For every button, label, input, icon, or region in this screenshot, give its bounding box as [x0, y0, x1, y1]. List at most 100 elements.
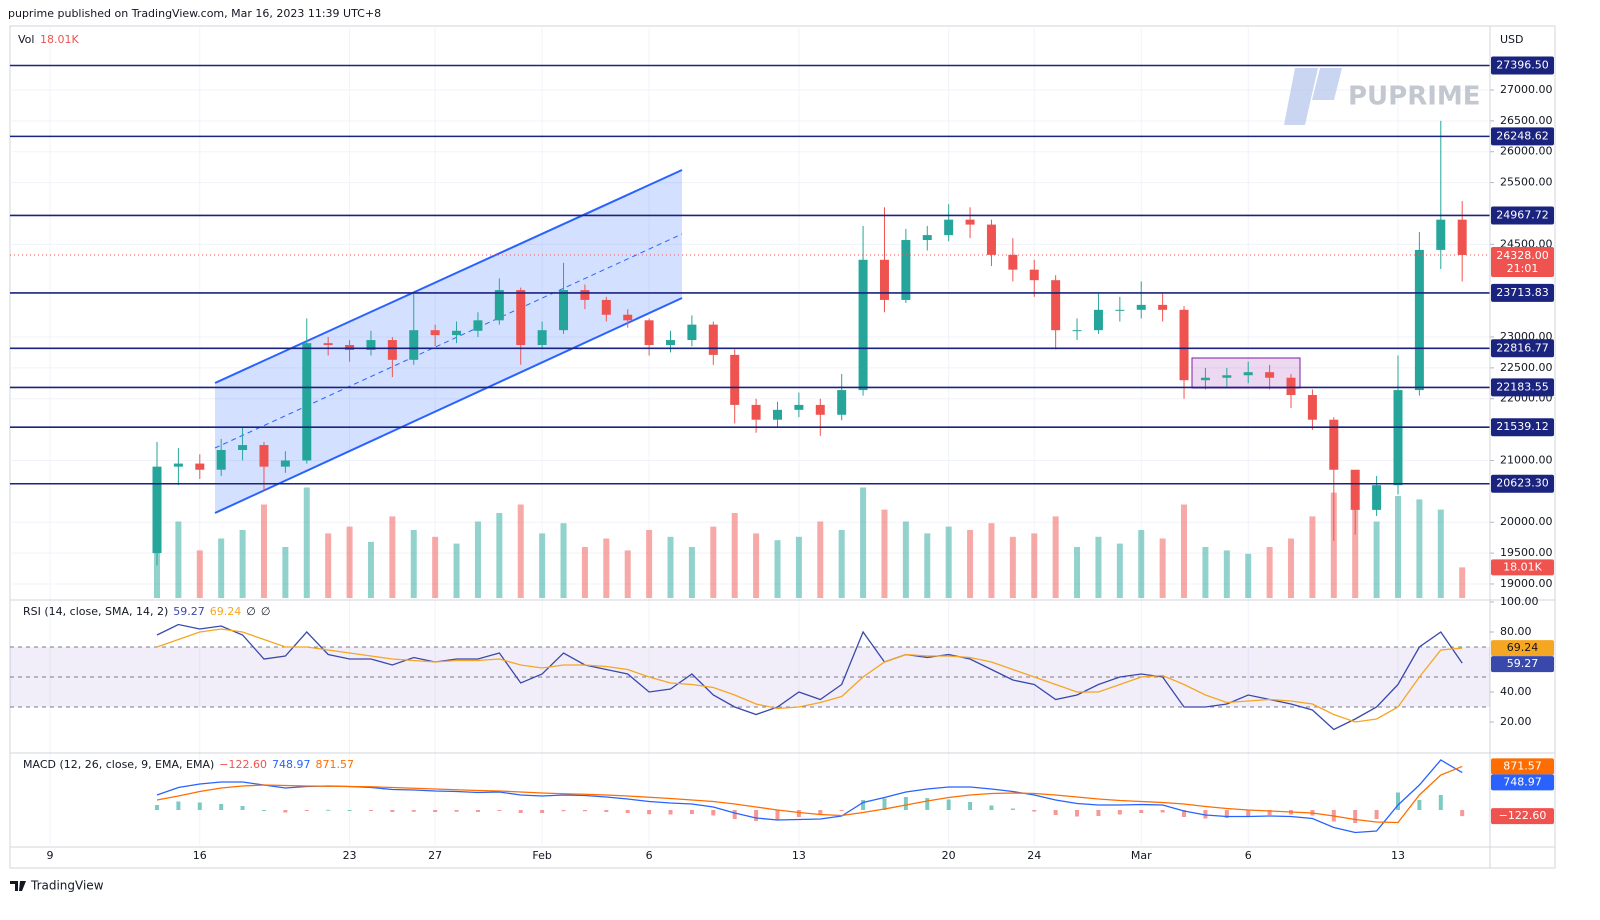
footer-logo: [10, 881, 26, 891]
legend-item: −122.60: [219, 758, 267, 771]
volume-bar: [667, 536, 674, 598]
candle-body: [387, 340, 397, 360]
x-tick-label: 13: [1391, 849, 1405, 862]
candle-body: [815, 404, 825, 415]
rsi-tag: 59.27: [1507, 657, 1539, 670]
histogram-bar: [925, 798, 930, 810]
candle-body: [580, 290, 590, 300]
legend-item: RSI (14, close, SMA, 14, 2): [23, 605, 168, 618]
histogram-bar: [283, 810, 288, 813]
histogram-bar: [1417, 800, 1422, 810]
candle-body: [1265, 372, 1275, 378]
volume-bar: [1437, 509, 1444, 598]
level-label-bg: [1491, 418, 1554, 437]
candle-body: [537, 330, 547, 346]
candle-body: [1179, 309, 1189, 381]
rsi-line: [156, 623, 1463, 731]
candle-body: [772, 409, 782, 420]
volume-bar: [1202, 547, 1209, 598]
volume-bar: [1031, 533, 1038, 598]
y-tick-label: 19500.00: [1500, 546, 1553, 559]
volume-tag: 18.01K: [1503, 560, 1542, 573]
volume-bar: [945, 526, 952, 598]
candle-body: [986, 224, 996, 255]
rsi-tag-bg: [1491, 640, 1554, 657]
candle-body: [1286, 377, 1296, 396]
volume-bar: [1266, 547, 1273, 598]
volume-bar: [517, 504, 524, 598]
candle-body: [1051, 280, 1061, 331]
candle-body: [1414, 249, 1424, 391]
volume-bar: [1459, 567, 1466, 598]
level-label-bg: [1491, 474, 1554, 493]
currency: USD: [1500, 33, 1524, 46]
level-label: 26248.62: [1496, 129, 1549, 142]
candle-body: [1457, 219, 1467, 255]
pane-legend: MACD (12, 26, close, 9, EMA, EMA) −122.60…: [23, 758, 354, 771]
level-label: 21539.12: [1496, 420, 1549, 433]
volume-bar: [688, 547, 695, 598]
histogram-bar: [240, 806, 245, 810]
candle-body: [152, 466, 162, 554]
volume-bar: [496, 513, 503, 598]
histogram-bar: [1053, 810, 1058, 815]
watermark: PUPRIME: [1348, 82, 1481, 112]
candle-body: [494, 290, 504, 321]
volume-bar: [153, 547, 160, 598]
level-label: 20623.30: [1496, 477, 1549, 490]
y-tick-label: 26000.00: [1500, 145, 1553, 158]
volume-bar: [367, 541, 374, 598]
candle-body: [516, 290, 526, 346]
volume-bar: [432, 536, 439, 598]
histogram-bar: [347, 810, 352, 811]
histogram-bar: [582, 810, 587, 812]
volume-bar: [1416, 499, 1423, 598]
histogram-bar: [219, 804, 224, 810]
volume-bar: [260, 504, 267, 598]
histogram-bar: [903, 797, 908, 810]
histogram-bar: [775, 810, 780, 820]
y-tick-label: 25500.00: [1500, 176, 1553, 189]
candle-body: [794, 404, 804, 410]
candle-body: [1093, 309, 1103, 331]
watermark-logo: [1284, 68, 1342, 125]
histogram-bar: [946, 799, 951, 810]
candle-body: [1329, 419, 1339, 470]
candle-body: [452, 330, 462, 336]
volume-bar: [389, 516, 396, 598]
candle-body: [1029, 269, 1039, 281]
candle-body: [623, 314, 633, 321]
volume-bar: [924, 533, 931, 598]
candle-body: [644, 320, 654, 346]
volume-bar: [196, 550, 203, 598]
frame: [9, 25, 1556, 869]
volume-bar: [1309, 516, 1316, 598]
volume-legend-name: Vol: [18, 33, 34, 46]
volume-bar: [731, 513, 738, 598]
volume-tag-bg: [1491, 559, 1554, 576]
volume-bar: [860, 487, 867, 598]
y-tick-label: 20.00: [1500, 715, 1532, 728]
rsi-tag-bg: [1491, 656, 1554, 673]
histogram-bar: [689, 810, 694, 814]
level-label: 22183.55: [1496, 380, 1549, 393]
level-label-bg: [1491, 339, 1554, 358]
volume-bar: [175, 521, 182, 598]
histogram-bar: [304, 810, 309, 811]
candle-body: [345, 345, 355, 350]
histogram-bar: [454, 810, 459, 812]
volume-bar: [838, 530, 845, 598]
last-price-label: 24328.00: [1496, 249, 1549, 262]
volume-bar: [753, 533, 760, 598]
legend-item: 69.24: [210, 605, 242, 618]
candle-body: [687, 324, 697, 341]
legend-item: MACD (12, 26, close, 9, EMA, EMA): [23, 758, 214, 771]
volume-bar: [474, 521, 481, 598]
x-tick-label: 16: [193, 849, 207, 862]
y-tick-label: 19000.00: [1500, 577, 1553, 590]
histogram-bar: [1032, 810, 1037, 812]
x-tick-label: 6: [1245, 849, 1252, 862]
volume-bar: [539, 533, 546, 598]
legend-item: 871.57: [316, 758, 355, 771]
